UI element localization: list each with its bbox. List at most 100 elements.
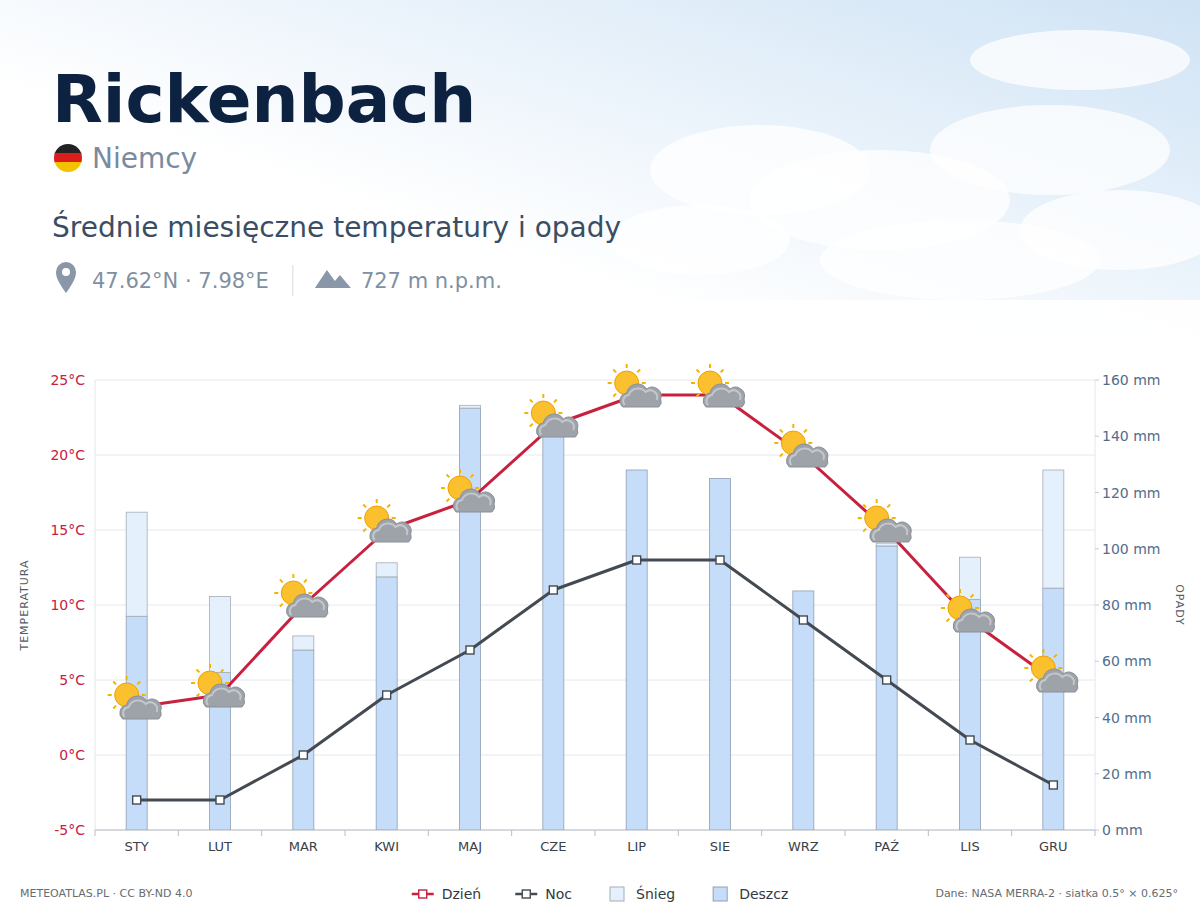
- ground: [0, 300, 1200, 920]
- flag: [54, 144, 82, 172]
- cloud-icon: [287, 594, 328, 617]
- y2-tick: [1095, 830, 1099, 831]
- sun-ray: [780, 430, 783, 433]
- bar: [710, 478, 731, 830]
- cloud-icon: [787, 444, 828, 467]
- marker: [216, 796, 224, 804]
- sun-ray: [274, 592, 278, 594]
- cloud-highlight: [373, 523, 407, 540]
- y-tick-label: 25°C: [50, 372, 85, 388]
- sun-ray: [959, 589, 961, 593]
- y-tick-label: 10°C: [50, 597, 85, 613]
- flag-stripe: [54, 162, 82, 172]
- legend-swatch: [713, 887, 727, 901]
- marker: [133, 796, 141, 804]
- bar: [460, 405, 481, 408]
- coordinates: 47.62°N · 7.98°E: [92, 269, 269, 293]
- cloud: [820, 220, 1100, 300]
- sun-ray: [387, 505, 390, 508]
- y-tick-label: 5°C: [59, 672, 85, 688]
- sun-ray: [197, 670, 200, 673]
- sky: [0, 0, 1200, 340]
- sun-ray: [363, 505, 366, 508]
- sun-ray: [304, 580, 307, 583]
- bar: [210, 597, 231, 673]
- sun-ray: [863, 505, 866, 508]
- y2-tick: [1095, 773, 1099, 774]
- sun-ray: [642, 382, 646, 384]
- divider: [292, 265, 293, 296]
- weather-icon: [274, 574, 328, 617]
- weather-icon: [524, 394, 578, 437]
- bar: [710, 478, 731, 479]
- sun-ray: [697, 370, 700, 373]
- legend: DzieńNocŚniegDeszcz: [412, 885, 789, 902]
- sun-ray: [1054, 655, 1057, 658]
- sun-ray: [808, 442, 812, 444]
- sun-ray: [308, 592, 312, 594]
- footer-left: METEOATLAS.PL · CC BY-ND 4.0: [20, 887, 192, 900]
- sun-ray: [113, 682, 116, 685]
- y2-tick: [1095, 492, 1099, 493]
- y2-tick-label: 80 mm: [1102, 597, 1152, 613]
- x-tick: [95, 830, 96, 836]
- cloud-highlight: [540, 418, 574, 435]
- sun-ray: [530, 400, 533, 403]
- sun-ray: [363, 529, 366, 532]
- x-tick-label: LIP: [627, 839, 646, 854]
- sun-ray: [792, 424, 794, 428]
- grid-line: [95, 455, 1095, 456]
- weather-icon: [358, 499, 412, 542]
- cloud-highlight: [206, 688, 240, 705]
- x-tick: [928, 830, 929, 836]
- cloud-icon: [453, 489, 494, 512]
- page: RickenbachNiemcyŚrednie miesięczne tempe…: [0, 0, 1200, 920]
- cloud-highlight: [956, 613, 990, 630]
- sun-ray: [542, 394, 544, 398]
- sun-ray: [471, 475, 474, 478]
- legend-item: Dzień: [412, 886, 482, 902]
- sun-ray: [697, 394, 700, 397]
- x-tick-label: MAJ: [458, 839, 482, 854]
- y2-tick: [1095, 380, 1099, 381]
- y2-tick: [1095, 548, 1099, 549]
- bar: [626, 470, 647, 471]
- weather-icons: [108, 364, 1078, 719]
- cloud-highlight: [290, 598, 324, 615]
- plot-area: [126, 391, 1064, 830]
- cloud-highlight: [123, 700, 157, 717]
- y-tick-label: -5°C: [54, 822, 85, 838]
- elevation: 727 m n.p.m.: [361, 269, 502, 293]
- cloud: [970, 30, 1190, 90]
- bar: [376, 577, 397, 830]
- bar: [376, 563, 397, 577]
- legend-item: Śnieg: [610, 885, 675, 902]
- y2-tick-label: 60 mm: [1102, 653, 1152, 669]
- weather-icon: [858, 499, 912, 542]
- sun-ray: [947, 595, 950, 598]
- marker: [299, 751, 307, 759]
- cloud-highlight: [456, 493, 490, 510]
- y2-tick-label: 20 mm: [1102, 766, 1152, 782]
- weather-icon: [941, 589, 995, 632]
- bar: [960, 557, 981, 599]
- y2-tick: [1095, 605, 1099, 606]
- sun-ray: [113, 706, 116, 709]
- sun-ray: [1024, 667, 1028, 669]
- pin-icon: [56, 262, 76, 293]
- legend-item: Deszcz: [713, 886, 788, 902]
- sun-ray: [971, 595, 974, 598]
- bar: [293, 650, 314, 830]
- sun-ray: [725, 382, 729, 384]
- y2-tick: [1095, 717, 1099, 718]
- sun-ray: [530, 424, 533, 427]
- cloud: [610, 205, 790, 275]
- marker: [549, 586, 557, 594]
- cloud-icon: [537, 414, 578, 437]
- x-tick-label: KWI: [374, 839, 399, 854]
- y2-tick-label: 100 mm: [1102, 541, 1160, 557]
- grid-line: [95, 530, 1095, 531]
- legend-marker: [419, 890, 427, 898]
- pin-hole: [62, 268, 70, 276]
- sun-ray: [780, 454, 783, 457]
